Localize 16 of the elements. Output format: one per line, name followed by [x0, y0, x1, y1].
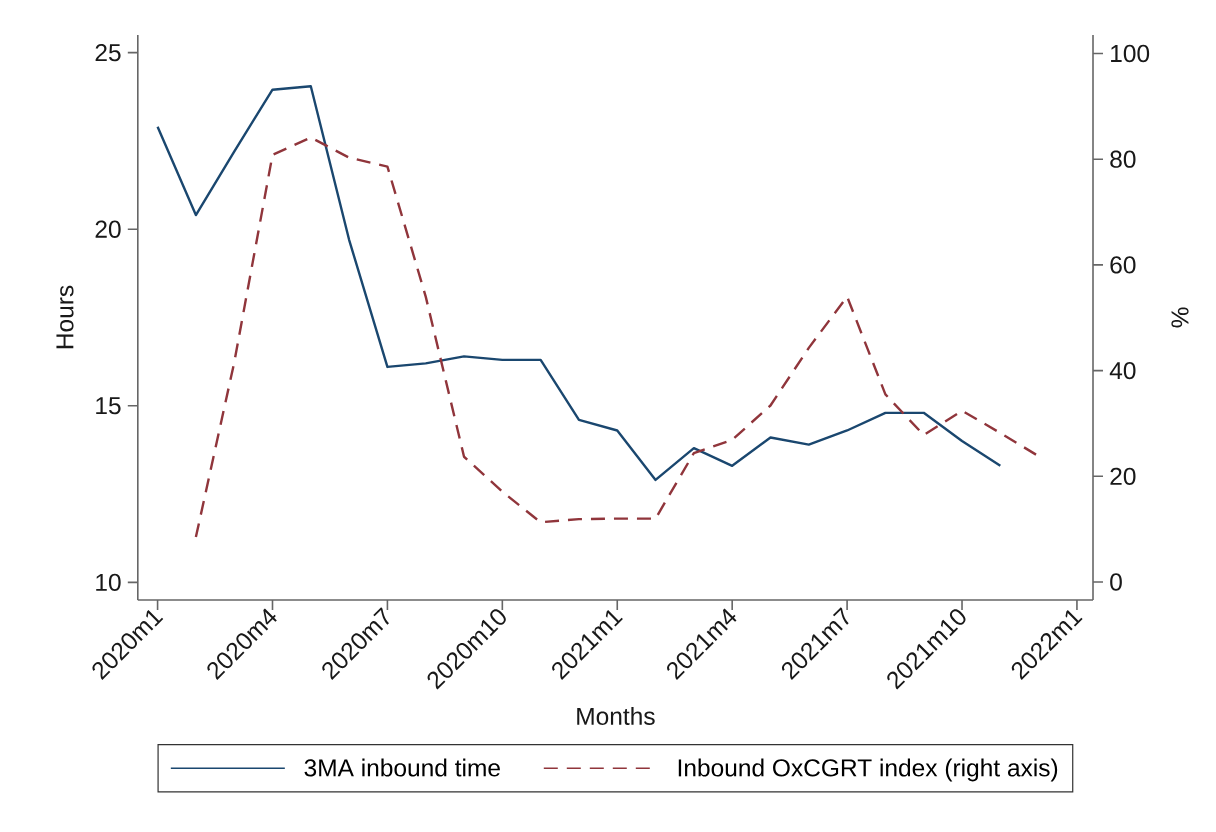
- y-axis-title: Hours: [56, 285, 74, 349]
- legend-label: Inbound OxCGRT index (right axis): [678, 758, 1058, 782]
- y-tick-label: 15: [96, 397, 121, 415]
- y-tick-label: 25: [95, 43, 121, 62]
- y2-axis-title: %: [1171, 307, 1189, 328]
- y2-tick-label: 20: [1110, 467, 1136, 485]
- legend-label: 3MA inbound time: [304, 758, 500, 777]
- y2-tick-label: 100: [1111, 44, 1150, 63]
- y2-tick-label: 80: [1110, 150, 1136, 168]
- y2-tick-label: 60: [1110, 256, 1136, 274]
- y2-tick-label: 40: [1109, 361, 1136, 380]
- y-tick-label: 10: [96, 573, 121, 591]
- y2-tick-label: 0: [1110, 573, 1122, 591]
- x-axis-title: Months: [577, 706, 655, 725]
- y-tick-label: 20: [95, 220, 121, 238]
- line-series: [156, 84, 1002, 482]
